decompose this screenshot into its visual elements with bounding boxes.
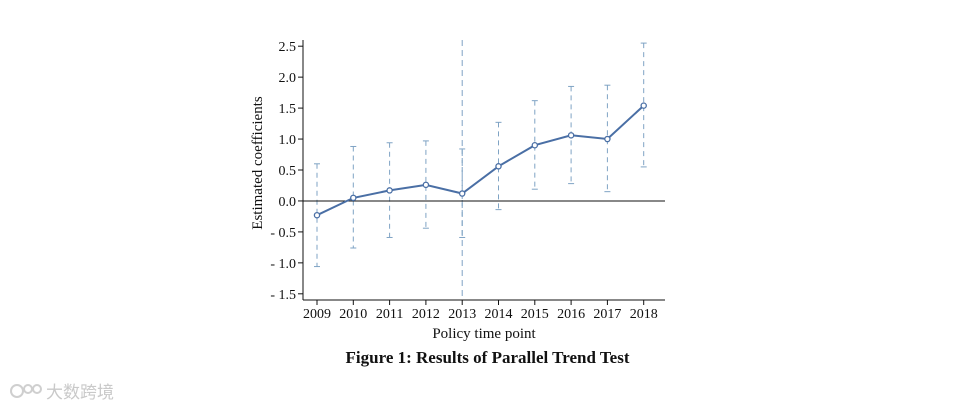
y-tick-label: 2.5 (279, 40, 297, 55)
axes (302, 40, 665, 301)
x-tick-label: 2016 (557, 307, 585, 322)
x-tick-label: 2011 (376, 307, 403, 322)
error-bars (314, 42, 647, 268)
series-markers (313, 102, 647, 219)
data-point (386, 187, 393, 194)
y-tick-label: - 0.5 (270, 226, 296, 241)
y-tick-label: - 1.0 (270, 257, 296, 272)
data-point (458, 190, 466, 197)
y-tick-label: 2.0 (279, 71, 297, 86)
data-point (495, 163, 502, 170)
y-tick-label: 1.0 (279, 133, 297, 148)
y-tick-label: 0.5 (279, 164, 297, 179)
data-point (567, 132, 575, 139)
y-ticks: - 1.5 - 1.0 - 0.5 0.0 0.5 1.0 1.5 2.0 2.5 (270, 40, 303, 303)
y-tick-label: 1.5 (279, 102, 297, 117)
x-axis-label: Policy time point (432, 326, 536, 342)
y-tick-label: - 1.5 (270, 288, 296, 303)
figure-caption: Figure 1: Results of Parallel Trend Test (345, 348, 630, 367)
watermark-logo-icon (10, 383, 42, 398)
series-line (316, 104, 645, 217)
watermark-text: 大数跨境 (46, 383, 114, 403)
data-point (531, 141, 539, 149)
watermark: 大数跨境 (10, 378, 114, 403)
x-tick-label: 2009 (303, 307, 331, 322)
data-point (350, 194, 357, 202)
x-tick-label: 2014 (485, 307, 513, 322)
data-point (422, 181, 430, 189)
x-tick-label: 2017 (593, 307, 621, 322)
y-tick-label: 0.0 (279, 195, 297, 210)
y-axis-label: Estimated coefficients (250, 96, 266, 230)
x-tick-label: 2013 (448, 307, 476, 322)
x-tick-label: 2012 (412, 307, 440, 322)
data-point (313, 211, 321, 219)
x-ticks: 2009 2010 2011 2012 2013 2014 2015 2016 2017 2018 (303, 300, 658, 322)
data-point (604, 135, 611, 143)
data-point (640, 102, 647, 109)
x-tick-label: 2018 (630, 307, 658, 322)
x-tick-label: 2010 (339, 307, 367, 322)
x-tick-label: 2015 (521, 307, 549, 322)
